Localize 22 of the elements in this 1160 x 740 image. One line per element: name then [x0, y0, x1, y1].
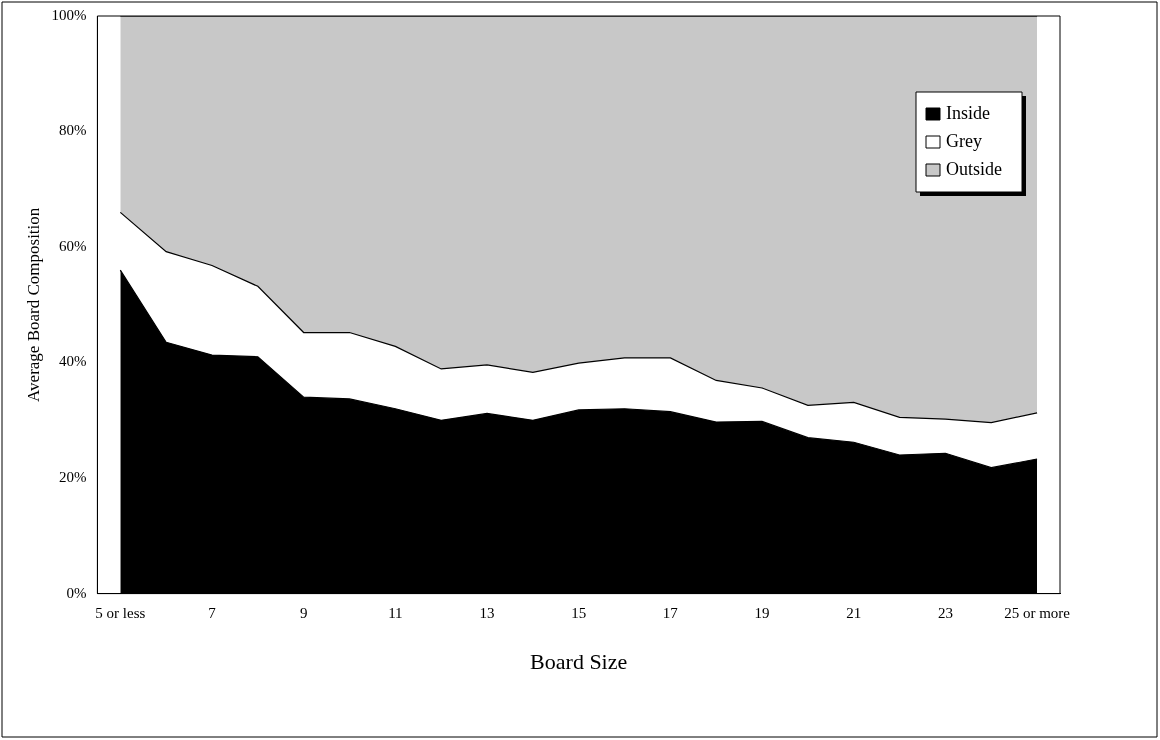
y-axis-title: Average Board Composition [23, 207, 43, 402]
x-tick-label: 7 [208, 604, 217, 621]
y-tick-label: 80% [58, 122, 87, 139]
y-tick-label: 40% [58, 353, 87, 370]
x-tick-label: 11 [388, 604, 403, 621]
x-tick-label: 23 [937, 604, 953, 621]
x-tick-label: 25 or more [1004, 604, 1071, 621]
y-tick-label: 100% [51, 6, 87, 23]
legend-label: Inside [946, 102, 990, 123]
x-axis-title: Board Size [530, 648, 628, 674]
y-tick-label: 60% [58, 237, 87, 254]
x-tick-label: 17 [662, 604, 679, 621]
x-tick-label: 13 [479, 604, 495, 621]
x-tick-label: 9 [299, 604, 308, 621]
y-tick-label: 20% [58, 469, 87, 486]
legend-label: Grey [946, 130, 982, 151]
x-tick-label: 15 [571, 604, 587, 621]
x-tick-label: 19 [754, 604, 770, 621]
x-tick-label: 5 or less [95, 604, 146, 621]
x-tick-label: 21 [846, 604, 862, 621]
legend-label: Outside [946, 158, 1003, 179]
y-tick-label: 0% [66, 584, 87, 601]
